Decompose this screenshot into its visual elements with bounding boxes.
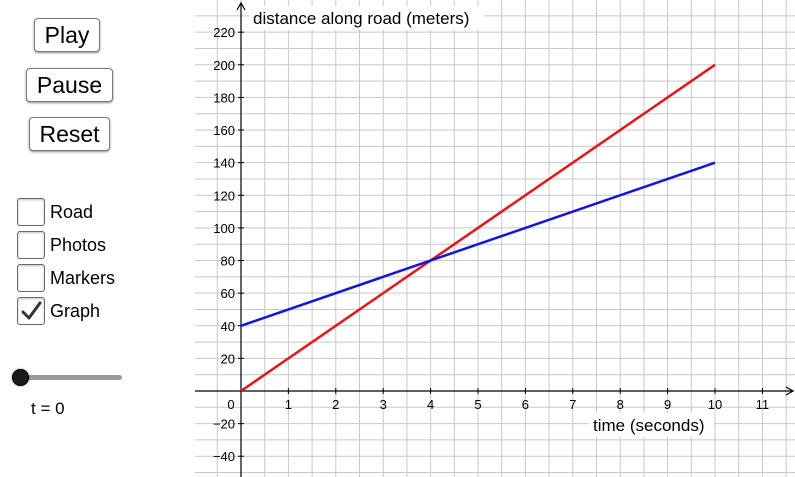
reset-button[interactable]: Reset <box>29 117 110 151</box>
y-axis-arrow-icon <box>236 1 246 11</box>
x-tick-label: 6 <box>522 397 529 412</box>
checkbox-label: Road <box>50 201 94 222</box>
blue-series-line <box>240 161 716 327</box>
x-tick-label: 2 <box>332 397 339 412</box>
pause-button[interactable]: Pause <box>26 68 113 102</box>
grid <box>195 0 795 477</box>
time-value-label: t = 0 <box>31 399 65 418</box>
y-tick-label: 160 <box>213 123 235 138</box>
series-lines <box>240 63 716 393</box>
y-tick-label: 60 <box>221 286 235 301</box>
checkmark-icon <box>21 301 42 320</box>
x-axis-arrow-icon <box>785 386 795 396</box>
x-tick-label: 4 <box>427 397 434 412</box>
y-tick-label: 120 <box>213 188 235 203</box>
y-tick-label: −40 <box>213 449 235 464</box>
checkbox-box[interactable] <box>17 264 45 292</box>
x-tick-label: 1 <box>285 397 292 412</box>
play-button[interactable]: Play <box>34 18 100 52</box>
x-tick-label: 10 <box>708 397 722 412</box>
checkbox-label: Markers <box>50 267 116 288</box>
photos-checkbox[interactable]: Photos <box>17 231 106 259</box>
x-tick-label: 0 <box>227 397 234 412</box>
road-checkbox[interactable]: Road <box>17 198 93 226</box>
y-tick-label: 200 <box>213 58 235 73</box>
y-tick-label: −20 <box>213 417 235 432</box>
x-tick-label: 3 <box>380 397 387 412</box>
y-tick-label: 40 <box>221 319 235 334</box>
y-tick-label: 180 <box>213 90 235 105</box>
y-axis-title-background <box>249 6 484 30</box>
red-series-line <box>240 63 716 393</box>
y-tick-label: 80 <box>221 254 235 269</box>
y-tick-label: 220 <box>213 25 235 40</box>
y-axis-title: distance along road (meters) <box>253 9 469 28</box>
x-tick-label: 11 <box>756 397 770 412</box>
x-tick-label: 7 <box>569 397 576 412</box>
markers-checkbox[interactable]: Markers <box>17 264 115 292</box>
checkbox-label: Photos <box>50 234 107 255</box>
y-tick-label: 100 <box>213 221 235 236</box>
slider-track[interactable] <box>18 375 122 380</box>
time-slider[interactable] <box>12 368 124 386</box>
y-tick-label: 140 <box>213 156 235 171</box>
checkbox-box[interactable] <box>17 231 45 259</box>
graph-checkbox[interactable]: Graph <box>17 297 100 325</box>
checkbox-box[interactable] <box>17 198 45 226</box>
axes <box>195 1 795 477</box>
x-axis-title-background <box>589 413 714 437</box>
tick-labels: 0 1 2 3 4 5 6 7 8 9 10 11 −40 −20 20 40 60 80 100 120 140 160… <box>213 25 769 464</box>
x-axis-title: time (seconds) <box>593 416 704 435</box>
slider-handle[interactable] <box>12 369 29 386</box>
y-tick-label: 20 <box>221 351 235 366</box>
x-tick-label: 9 <box>664 397 671 412</box>
x-tick-label: 5 <box>474 397 481 412</box>
checkbox-box[interactable] <box>17 297 45 325</box>
checkbox-label: Graph <box>50 300 101 321</box>
x-tick-label: 8 <box>617 397 624 412</box>
